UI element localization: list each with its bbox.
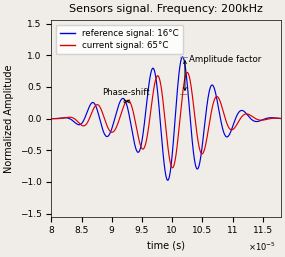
Text: $\times10^{-5}$: $\times10^{-5}$ <box>249 240 276 253</box>
Text: Phase-shift: Phase-shift <box>102 88 149 97</box>
X-axis label: time (s): time (s) <box>147 241 185 251</box>
Y-axis label: Normalized Amplitude: Normalized Amplitude <box>4 64 14 173</box>
Legend: reference signal: 16°C, current signal: 65°C: reference signal: 16°C, current signal: … <box>56 25 183 54</box>
Text: Amplitude factor: Amplitude factor <box>189 55 261 64</box>
Title: Sensors signal. Frequency: 200kHz: Sensors signal. Frequency: 200kHz <box>69 4 263 14</box>
